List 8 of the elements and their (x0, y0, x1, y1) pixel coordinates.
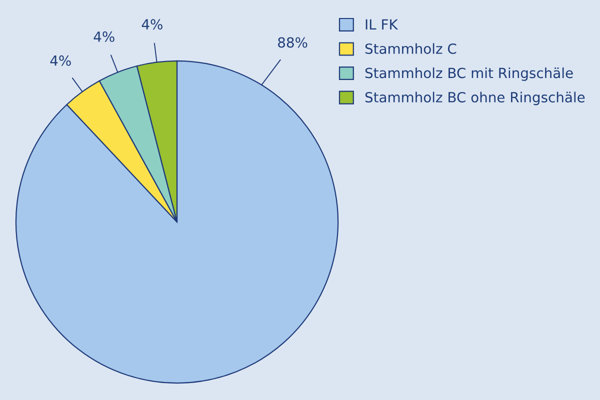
legend-label: Stammholz BC ohne Ringschäle (365, 92, 585, 106)
legend-label: IL FK (366, 19, 398, 30)
data-label: 4% (142, 19, 162, 30)
legend-label: Stammholz BC mit Ringschäle (365, 67, 573, 81)
data-label: 88% (278, 37, 308, 48)
legend-label: Stammholz C (365, 43, 456, 54)
data-label: 4% (94, 31, 114, 42)
data-label: 4% (50, 55, 71, 66)
